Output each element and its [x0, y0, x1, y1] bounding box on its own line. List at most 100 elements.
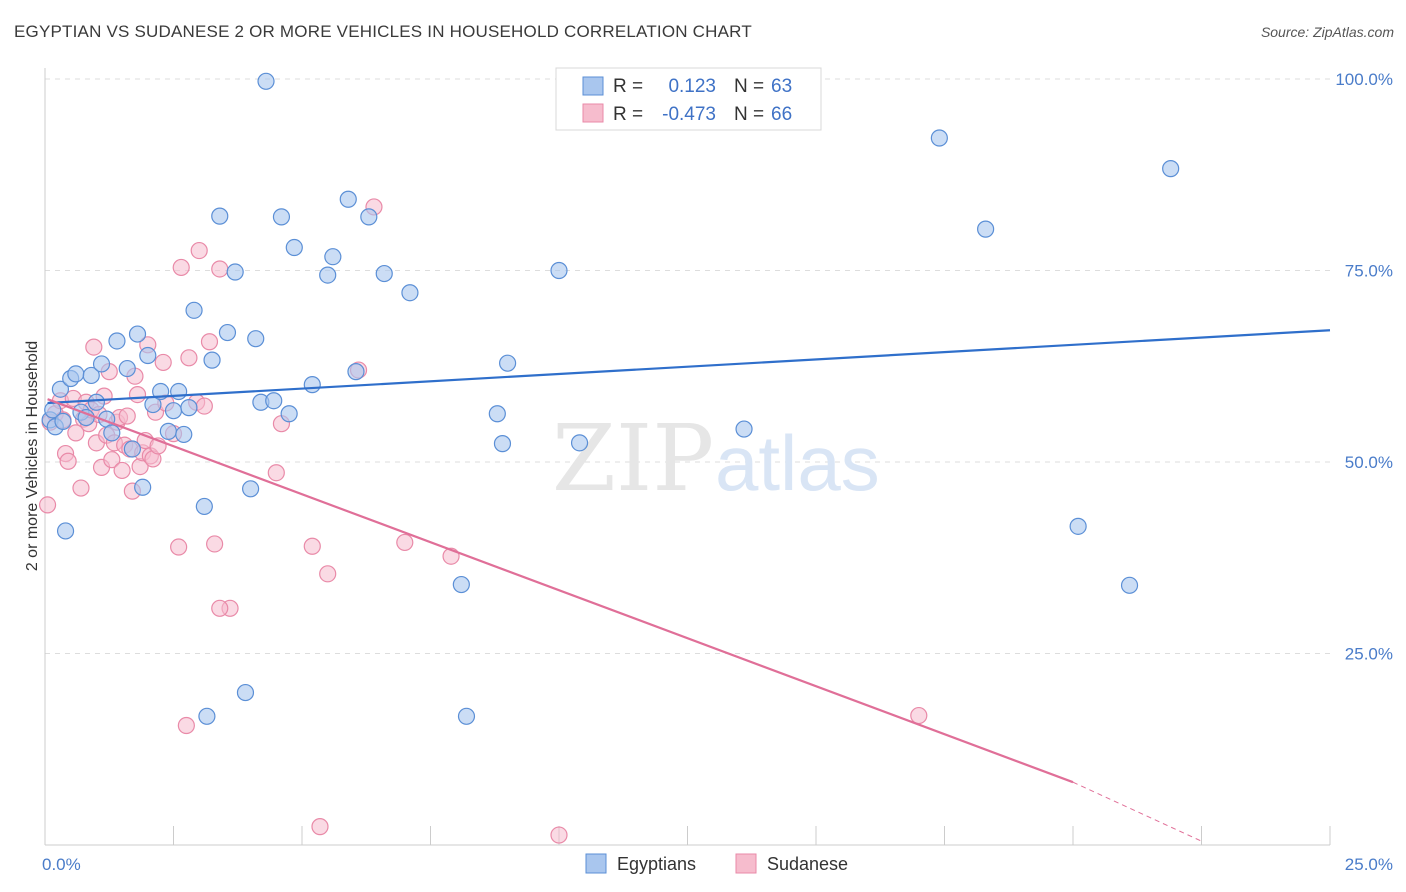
egyptians-point: [493, 435, 512, 453]
sudanese-point: [267, 464, 285, 482]
egyptians-point: [128, 325, 147, 343]
egyptians-point: [257, 72, 275, 90]
series-legend: Egyptians Sudanese: [585, 853, 848, 874]
sudanese-r-value: -0.473: [662, 104, 716, 125]
egyptians-point: [82, 366, 100, 385]
sudanese-n-value: 66: [771, 104, 792, 125]
egyptians-point: [175, 425, 193, 444]
egyptians-point: [930, 129, 948, 147]
sudanese-r-label: R =: [613, 104, 643, 125]
egyptians-point: [285, 238, 303, 257]
y-tick-label: 50.0%: [1345, 453, 1393, 472]
grid: 25.0% 50.0% 75.0% 100.0%: [45, 70, 1393, 664]
egyptians-point: [51, 380, 70, 398]
egyptians-point: [265, 392, 283, 410]
egyptians-point: [347, 363, 365, 381]
sudanese-point: [103, 451, 121, 469]
sudanese-point: [113, 461, 131, 480]
sudanese-point: [170, 538, 188, 556]
sudanese-point: [910, 706, 928, 725]
egyptians-n-value: 63: [771, 76, 792, 97]
sudanese-point: [85, 338, 103, 356]
sudanese-points: [38, 198, 928, 844]
y-tick-label: 25.0%: [1345, 645, 1393, 664]
egyptians-point: [452, 575, 470, 594]
egyptians-point: [570, 434, 589, 452]
sudanese-point: [211, 260, 229, 278]
sudanese-swatch: [582, 103, 604, 123]
x-tick-label-min: 0.0%: [42, 855, 81, 874]
sudanese-trend-extension: [1072, 781, 1202, 842]
egyptians-point: [56, 522, 75, 540]
sudanese-point: [303, 537, 321, 555]
sudanese-point: [67, 424, 85, 442]
sudanese-point: [177, 716, 195, 735]
sudanese-point: [211, 599, 229, 617]
egyptians-point: [185, 301, 203, 319]
egyptians-point: [488, 405, 506, 423]
trend-lines: [47, 329, 1331, 842]
egyptians-point: [236, 683, 255, 702]
sudanese-point: [206, 535, 224, 553]
sudanese-point: [154, 353, 172, 372]
egyptians-point: [87, 393, 106, 411]
egyptians-point: [54, 412, 72, 431]
x-tick-label-max: 25.0%: [1345, 855, 1393, 874]
egyptians-point: [319, 266, 337, 284]
sudanese-point: [59, 452, 77, 470]
egyptians-point: [203, 351, 221, 369]
egyptians-r-label: R =: [613, 76, 643, 97]
source-label: Source: ZipAtlas.com: [1260, 24, 1394, 40]
y-axis-label: 2 or more Vehicles in Household: [24, 341, 41, 571]
egyptians-point: [123, 440, 141, 458]
egyptians-point: [226, 263, 244, 281]
y-tick-label: 75.0%: [1345, 262, 1393, 281]
egyptians-point: [195, 497, 213, 516]
legend-sudanese-swatch: [735, 853, 757, 874]
egyptians-point: [457, 707, 476, 725]
egyptians-point: [170, 382, 188, 401]
egyptians-point: [180, 399, 198, 417]
sudanese-point: [72, 479, 90, 497]
egyptians-point: [360, 208, 378, 226]
egyptians-point: [164, 402, 183, 420]
egyptians-point: [375, 264, 393, 283]
egyptians-point: [735, 420, 753, 438]
egyptians-r-value: 0.123: [668, 76, 716, 97]
sudanese-point: [311, 818, 329, 836]
sudanese-point: [172, 258, 190, 277]
egyptians-point: [303, 376, 321, 394]
sudanese-point: [195, 397, 213, 415]
sudanese-point: [319, 565, 337, 583]
egyptians-point: [103, 424, 121, 442]
sudanese-point: [396, 533, 414, 552]
sudanese-point: [190, 241, 208, 260]
legend-egyptians-swatch: [585, 853, 607, 874]
egyptians-point: [1069, 517, 1087, 535]
egyptians-point: [339, 190, 357, 208]
egyptians-point: [977, 220, 995, 238]
egyptians-point: [108, 332, 126, 350]
axes: 0.0% 25.0%: [42, 68, 1393, 874]
sudanese-n-label: N =: [734, 104, 764, 125]
sudanese-point: [200, 333, 219, 351]
sudanese-point: [38, 496, 57, 514]
egyptians-point: [139, 346, 157, 365]
egyptians-point: [159, 422, 177, 440]
egyptians-point: [242, 480, 260, 498]
egyptians-point: [272, 208, 291, 226]
egyptians-point: [1120, 576, 1139, 594]
chart-title: EGYPTIAN VS SUDANESE 2 OR MORE VEHICLES …: [14, 22, 752, 41]
egyptians-point: [118, 359, 136, 378]
y-tick-label: 100.0%: [1335, 70, 1393, 89]
legend-sudanese-label: Sudanese: [767, 854, 848, 874]
egyptians-point: [134, 478, 152, 496]
stats-legend: R = 0.123 N = 63 R = -0.473 N = 66: [555, 67, 822, 131]
egyptians-points: [41, 72, 1180, 725]
egyptians-point: [324, 248, 342, 266]
egyptians-point: [247, 330, 265, 348]
egyptians-point: [198, 707, 216, 725]
egyptians-point: [499, 354, 517, 372]
egyptians-point: [550, 261, 568, 280]
